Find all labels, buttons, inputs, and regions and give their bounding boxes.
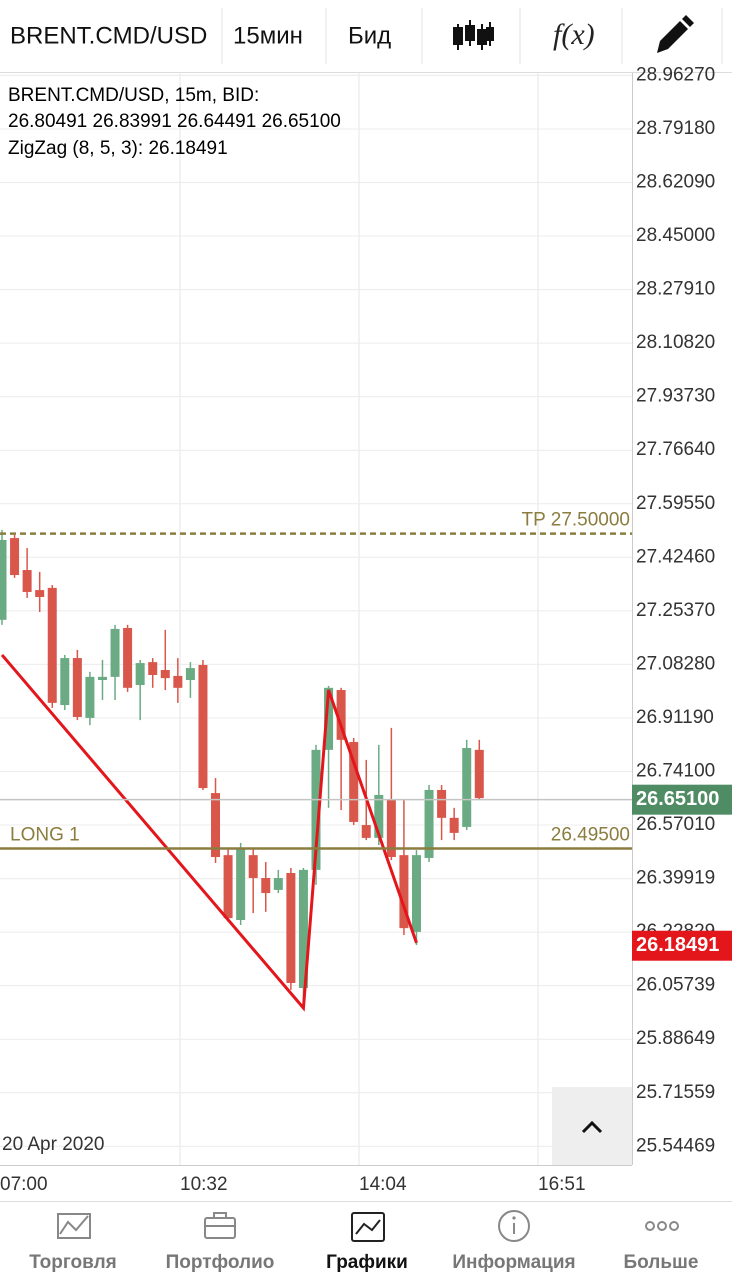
price-type[interactable]: Бид [348, 22, 391, 49]
draw-icon[interactable] [657, 15, 694, 53]
candle-body [286, 872, 296, 983]
candle-body [236, 847, 246, 920]
candle-body [0, 539, 7, 620]
nav-item[interactable]: Портфолио [166, 1252, 275, 1273]
y-tick-label: 25.71559 [636, 1082, 715, 1103]
candle-body [474, 749, 484, 799]
candle-body [223, 855, 233, 919]
current-price-label: 26.65100 [636, 788, 719, 810]
y-tick-label: 27.25370 [636, 600, 715, 621]
zigzag-label: 26.18491 [636, 934, 719, 956]
candle-body [361, 825, 371, 838]
zigzag-badge [632, 930, 732, 961]
nav-more-icon [645, 1221, 679, 1231]
candle-body [47, 587, 57, 703]
candle-body [311, 749, 321, 870]
candle-body [399, 855, 409, 929]
scroll-button[interactable] [552, 1087, 632, 1165]
timeframe[interactable]: 15мин [233, 22, 303, 49]
x-tick-label: 14:04 [359, 1174, 407, 1195]
x-tick-label: 16:51 [538, 1174, 586, 1195]
nav-item[interactable]: Торговля [29, 1252, 116, 1273]
nav-item-active[interactable]: Графики [326, 1252, 408, 1273]
current-price-badge [632, 784, 732, 815]
y-tick-label: 28.45000 [636, 225, 715, 246]
nav-trade-icon [57, 1213, 91, 1239]
level-label: LONG 1 [10, 825, 80, 846]
candle-body [411, 855, 421, 932]
nav-charts-icon [351, 1212, 385, 1242]
toolbar-dividers [221, 8, 723, 64]
candle-body [273, 878, 283, 890]
y-tick-label: 26.91190 [636, 707, 714, 728]
candle-body [198, 664, 208, 789]
candle-body [85, 676, 95, 718]
y-tick-label: 26.39919 [636, 868, 715, 889]
level-value-label: 26.49500 [551, 825, 630, 846]
y-tick-label: 27.42460 [636, 546, 715, 567]
candle-body [462, 747, 472, 827]
legend-zigzag: ZigZag (8, 5, 3): 26.18491 [8, 138, 228, 159]
candle-body [424, 789, 434, 858]
candle-body [324, 687, 334, 750]
chart-type-icon[interactable] [453, 20, 494, 50]
candle-body [110, 628, 120, 677]
indicators-icon[interactable]: f(x) [553, 18, 595, 51]
legend-header: BRENT.CMD/USD, 15m, BID: [8, 85, 259, 106]
date-label: 20 Apr 2020 [2, 1134, 104, 1155]
nav-item[interactable]: Больше [624, 1252, 699, 1273]
y-tick-label: 25.88649 [636, 1028, 715, 1049]
symbol[interactable]: BRENT.CMD/USD [10, 22, 207, 49]
y-tick-label: 27.76640 [636, 439, 715, 460]
y-tick-label: 28.10820 [636, 332, 715, 353]
y-tick-label: 28.79180 [636, 118, 715, 139]
candle-body [123, 627, 133, 688]
candle-body [248, 855, 258, 879]
candle-body [35, 590, 45, 597]
candle-body [10, 538, 20, 576]
y-tick-label: 25.54469 [636, 1135, 715, 1156]
y-tick-label: 27.59550 [636, 493, 715, 514]
candle-body [135, 663, 145, 686]
candle-body [173, 675, 183, 688]
plot-area [0, 73, 632, 1165]
candle-body [298, 869, 308, 988]
y-tick-label: 28.62090 [636, 172, 715, 193]
candle-body [349, 742, 359, 822]
level-label: TP 27.50000 [522, 510, 630, 531]
y-tick-label: 26.57010 [636, 814, 715, 835]
legend-ohlc: 26.80491 26.83991 26.64491 26.65100 [8, 111, 341, 132]
nav-portfolio-icon [204, 1212, 236, 1239]
toolbar [0, 0, 732, 72]
candle-body [374, 794, 384, 838]
candle-body [211, 793, 221, 858]
nav-item[interactable]: Информация [452, 1252, 575, 1273]
y-tick-label: 27.93730 [636, 386, 715, 407]
y-tick-label: 28.96270 [636, 64, 715, 85]
candle-body [336, 690, 346, 740]
nav-info-icon [498, 1210, 530, 1242]
x-tick-label: 07:00 [0, 1174, 48, 1195]
candle-body [22, 570, 32, 592]
y-tick-label: 28.27910 [636, 279, 715, 300]
candle-body [437, 789, 447, 818]
candle-body [185, 668, 195, 680]
candle-body [160, 669, 170, 679]
candle-body [97, 676, 107, 680]
y-tick-label: 27.08280 [636, 653, 715, 674]
candle-body [60, 658, 70, 706]
candle-body [72, 658, 82, 717]
candle-body [386, 799, 396, 858]
candle-body [148, 662, 158, 675]
x-tick-label: 10:32 [180, 1174, 228, 1195]
y-tick-label: 26.74100 [636, 761, 715, 782]
chevron-icon [581, 1120, 603, 1134]
candle-body [261, 878, 271, 894]
candle-body [449, 817, 459, 833]
y-tick-label: 26.05739 [636, 975, 715, 996]
